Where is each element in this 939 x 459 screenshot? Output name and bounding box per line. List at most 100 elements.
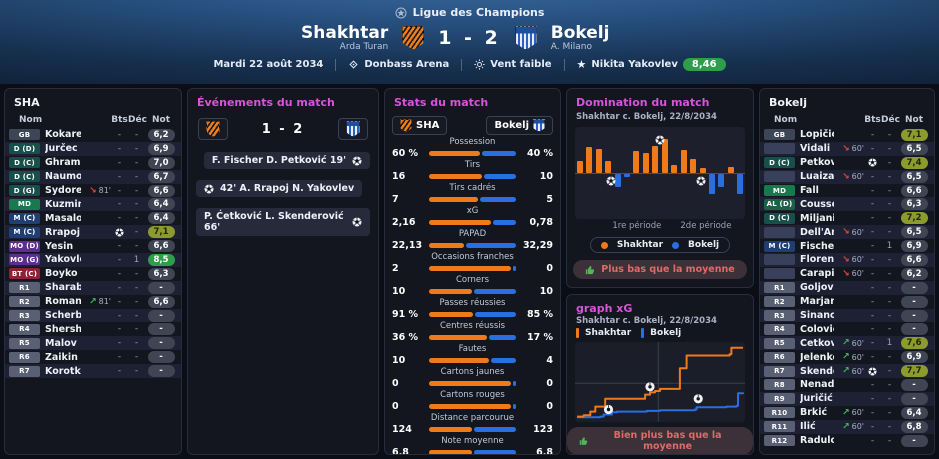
col-rating[interactable]: Not xyxy=(904,115,924,125)
player-name[interactable]: Yakovlev xyxy=(45,254,81,266)
player-row[interactable]: Florentin↘60'--6,6 xyxy=(760,253,934,267)
player-name[interactable]: Brkić xyxy=(800,407,828,419)
player-row[interactable]: Ćarapić↘60'--6,2 xyxy=(760,267,934,281)
player-name[interactable]: Kuzmin xyxy=(45,198,81,210)
player-row[interactable]: R1Sharabura--- xyxy=(5,280,181,295)
player-name[interactable]: Radulović xyxy=(800,435,834,447)
col-goals[interactable]: Bts xyxy=(864,115,881,125)
player-row[interactable]: R4Čolović--- xyxy=(760,322,934,336)
player-name[interactable]: Dell'Anno xyxy=(800,226,834,238)
player-row[interactable]: R5Ćetković↗60'-17,6 xyxy=(760,336,934,351)
player-name[interactable]: Goljović xyxy=(800,282,834,294)
col-name[interactable]: Nom xyxy=(19,115,43,125)
player-name[interactable]: Juričić xyxy=(800,393,833,405)
player-row[interactable]: GBKokarev--6,2 xyxy=(5,128,181,142)
player-name[interactable]: Korotkov xyxy=(45,365,81,377)
player-row[interactable]: BT (C) Boyko - -6,3 xyxy=(5,267,181,281)
player-row[interactable]: Vidali ↘ 60' - -6,5 xyxy=(760,141,934,156)
player-row[interactable]: MO (D) Yesin - -6,6 xyxy=(5,239,181,253)
player-row[interactable]: M (C) Fischer -1 6,9 xyxy=(760,239,934,253)
player-name[interactable]: Kokarev xyxy=(45,129,81,141)
player-name[interactable]: Boyko xyxy=(45,268,78,280)
player-name[interactable]: Masalov xyxy=(45,212,81,224)
player-name[interactable]: Naumov xyxy=(45,171,81,183)
stats-home-box[interactable]: SHA xyxy=(392,116,448,135)
player-name[interactable]: Scherbakov xyxy=(45,310,81,322)
away-team-block[interactable]: Bokelj A. Milano xyxy=(551,24,731,52)
player-name[interactable]: Ćetković xyxy=(800,337,834,349)
player-name[interactable]: Ćarapić xyxy=(800,268,834,280)
player-name[interactable]: Cousse xyxy=(800,198,834,210)
player-row[interactable]: GB Lopičić - -7,1 xyxy=(760,128,934,142)
player-row[interactable]: R7Skenderović↗60'-7,7 xyxy=(760,364,934,379)
away-team-name[interactable]: Bokelj xyxy=(550,23,610,43)
event-pill[interactable]: 42' A. Rrapoj N. Yakovlev xyxy=(196,180,363,197)
player-name[interactable]: Shershen xyxy=(45,323,81,335)
player-name[interactable]: Yesin xyxy=(45,240,74,252)
player-name[interactable]: Vidali xyxy=(800,143,831,155)
player-row[interactable]: R2Marjanović--- xyxy=(760,295,934,309)
events-home-logo-box[interactable] xyxy=(198,118,228,140)
player-row[interactable]: R7Korotkov--- xyxy=(5,364,181,379)
player-row[interactable]: R8Nenadić--- xyxy=(760,378,934,392)
player-row[interactable]: R1Goljović--- xyxy=(760,280,934,295)
player-row[interactable]: M (C) Rrapoj -7,1 xyxy=(5,225,181,240)
home-team-name[interactable]: Shakhtar xyxy=(301,23,389,43)
player-row[interactable]: D (C) Ghram - -7,0 xyxy=(5,156,181,170)
col-assists[interactable]: Déc xyxy=(128,115,147,125)
player-row[interactable]: R3Sinanović--- xyxy=(760,308,934,323)
player-name[interactable]: Jurčec xyxy=(45,143,78,155)
player-name[interactable]: Malov xyxy=(45,337,77,349)
player-row[interactable]: AL (D)Cousse--6,3 xyxy=(760,197,934,212)
competition-name[interactable]: Ligue des Champions xyxy=(412,6,545,19)
player-name[interactable]: Ilić xyxy=(800,421,816,433)
player-row[interactable]: R10 Brkić ↗ 60' - -6,4 xyxy=(760,406,934,420)
player-row[interactable]: MD Kuzmin - -6,4 xyxy=(5,197,181,212)
player-name[interactable]: Fall xyxy=(800,185,819,196)
player-name[interactable]: Jelenković xyxy=(800,351,834,363)
player-name[interactable]: Sinanović xyxy=(800,310,834,322)
player-row[interactable]: MO (G) Yakovlev -1 8,5 xyxy=(5,253,181,267)
player-row[interactable]: R2Romaniuk↗81'--6,6 xyxy=(5,295,181,309)
player-name[interactable]: Marjanović xyxy=(800,296,834,308)
player-row[interactable]: Luaiza ↘ 60' - -6,5 xyxy=(760,169,934,184)
event-pill[interactable]: P. Ćetković L. Skenderović 66' xyxy=(196,208,370,236)
domination-note-button[interactable]: Plus bas que la moyenne xyxy=(573,260,747,279)
player-name[interactable]: Skenderović xyxy=(800,365,834,377)
player-name[interactable]: Ghram xyxy=(45,157,81,169)
motm-item[interactable]: ★ Nikita Yakovlev 8,46 xyxy=(577,58,726,71)
player-name[interactable]: Sydorenko xyxy=(45,185,81,196)
col-rating[interactable]: Not xyxy=(151,115,171,125)
player-row[interactable]: R4Shershen--- xyxy=(5,322,181,336)
home-team-block[interactable]: Shakhtar Arda Turan xyxy=(208,24,388,52)
player-row[interactable]: R12Radulović--- xyxy=(760,434,934,448)
venue-item[interactable]: Donbass Arena xyxy=(348,59,449,70)
player-name[interactable]: Zaikin xyxy=(45,351,78,363)
player-name[interactable]: Florentin xyxy=(800,254,834,266)
events-away-logo-box[interactable] xyxy=(337,118,368,140)
player-row[interactable]: R9 Juričić - - - xyxy=(760,391,934,406)
player-row[interactable]: M (C)Masalov--6,4 xyxy=(5,211,181,225)
player-row[interactable]: R11 Ilić ↗ 60' - -6,8 xyxy=(760,419,934,434)
player-row[interactable]: D (G)Sydorenko↘81'--6,6 xyxy=(5,184,181,198)
player-name[interactable]: Miljanić xyxy=(800,212,834,224)
player-name[interactable]: Sharabura xyxy=(45,282,81,294)
player-row[interactable]: R6 Zaikin - - - xyxy=(5,350,181,364)
player-row[interactable]: Dell'Anno↘60'--6,5 xyxy=(760,225,934,240)
player-row[interactable]: D (C)Miljanić--7,2 xyxy=(760,211,934,225)
player-row[interactable]: R3Scherbakov--- xyxy=(5,308,181,323)
col-assists[interactable]: Déc xyxy=(881,115,900,125)
player-row[interactable]: D (D) Jurčec - -6,9 xyxy=(5,141,181,156)
player-name[interactable]: Lopičić xyxy=(800,129,834,141)
player-row[interactable]: D (C) Petković -7,4 xyxy=(760,156,934,170)
player-name[interactable]: Rrapoj xyxy=(45,226,80,238)
player-name[interactable]: Petković xyxy=(800,157,834,169)
col-name[interactable]: Nom xyxy=(774,115,798,125)
player-name[interactable]: Fischer xyxy=(800,240,834,252)
player-row[interactable]: D (C)Naumov--6,7 xyxy=(5,169,181,184)
event-pill[interactable]: F. Fischer D. Petković 19' xyxy=(203,152,370,169)
player-name[interactable]: Romaniuk xyxy=(45,296,81,308)
player-row[interactable]: R5 Malov - - - xyxy=(5,336,181,351)
player-row[interactable]: R6Jelenković↗60'--6,9 xyxy=(760,350,934,364)
col-goals[interactable]: Bts xyxy=(111,115,128,125)
